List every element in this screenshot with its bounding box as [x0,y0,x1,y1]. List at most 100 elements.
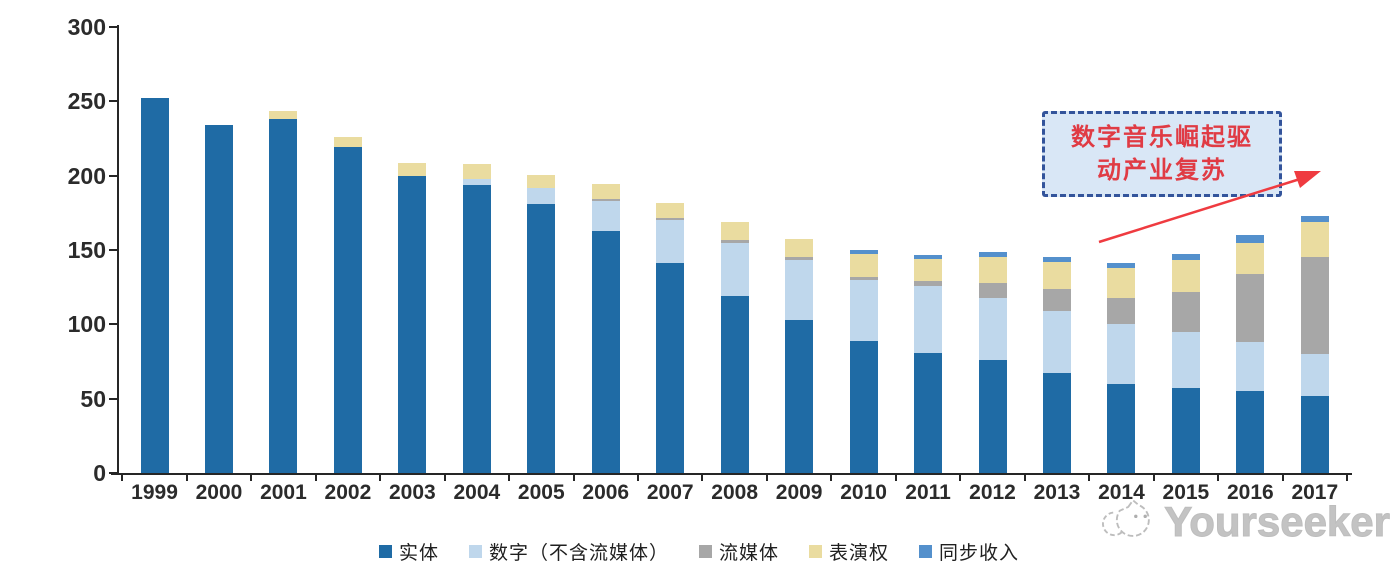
x-tick-label: 2009 [775,481,823,504]
bar-segment-digital-ex-streaming-2012 [978,297,1007,360]
bar-segment-performance-rights-2016 [1236,242,1265,274]
bar-segment-physical-2017 [1300,395,1329,473]
y-axis-line [117,25,119,475]
bar-segment-performance-rights-2010 [849,254,878,277]
bar-segment-digital-ex-streaming-2004 [462,178,491,185]
legend-label-streaming: 流媒体 [718,543,779,564]
bar-segment-digital-ex-streaming-2009 [785,260,814,320]
legend-label-performance-rights: 表演权 [829,543,890,564]
bar-segment-physical-2003 [398,175,427,473]
x-tick [185,473,188,481]
bar-segment-performance-rights-2006 [591,183,620,199]
legend-item-physical: 实体 [378,538,439,565]
bar-segment-physical-2013 [1042,373,1071,473]
bar-segment-sync-revenue-2017 [1300,215,1329,222]
x-tick [1217,473,1220,481]
y-tick-label: 250 [67,88,106,115]
x-tick-label: 2007 [646,481,694,504]
bar-segment-digital-ex-streaming-2006 [591,200,620,231]
x-tick-label: 2002 [324,481,372,504]
x-tick [379,473,382,481]
x-tick-label: 2017 [1291,481,1339,504]
x-tick-label: 1999 [131,481,178,504]
bar-segment-streaming-2011 [914,281,943,286]
bar-segment-performance-rights-2002 [333,137,362,148]
bar-segment-streaming-2006 [591,198,620,201]
bar-segment-streaming-2008 [720,240,749,243]
legend-item-performance-rights: 表演权 [809,538,889,565]
bar-segment-physical-2012 [978,360,1007,473]
bar-segment-digital-ex-streaming-2015 [1171,331,1200,389]
bar-segment-streaming-2013 [1042,288,1071,311]
y-tick [109,174,117,177]
bar-segment-digital-ex-streaming-2008 [720,242,749,297]
x-tick [314,473,317,481]
y-tick-label: 100 [67,311,106,338]
x-tick [508,473,511,481]
watermark-text: Yourseeker [1164,498,1391,546]
x-tick [636,473,639,481]
x-tick-label: 2004 [453,481,501,504]
bar-segment-performance-rights-2013 [1042,261,1071,289]
bar-segment-digital-ex-streaming-2014 [1107,324,1136,384]
bar-segment-digital-ex-streaming-2011 [914,285,943,353]
bar-segment-performance-rights-2014 [1107,267,1136,298]
bar-segment-performance-rights-2007 [656,203,685,219]
bar-segment-sync-revenue-2015 [1171,254,1200,261]
bar-segment-sync-revenue-2013 [1042,256,1071,262]
legend-item-sync-revenue: 同步收入 [919,538,1019,565]
bar-segment-physical-2004 [462,184,491,473]
y-tick-label: 0 [93,460,106,486]
bar-segment-streaming-2017 [1300,257,1329,355]
x-tick [959,473,962,481]
bar-segment-performance-rights-2017 [1300,221,1329,258]
bar-segment-performance-rights-2001 [269,110,298,120]
bar-segment-physical-2016 [1236,391,1265,473]
x-tick-label: 2005 [517,481,565,504]
bar-segment-streaming-2007 [656,218,685,221]
annotation-callout: 数字音乐崛起驱 动产业复苏 [1042,111,1282,197]
legend-swatch-digital-ex-streaming [468,545,482,558]
bar-segment-physical-2009 [785,319,814,473]
bar-segment-performance-rights-2003 [398,163,427,176]
bar-segment-physical-2010 [849,340,878,473]
bar-segment-physical-2005 [527,203,556,473]
watermark: Yourseeker [1100,494,1390,550]
bar-segment-streaming-2015 [1171,291,1200,332]
x-tick [121,473,124,481]
bar-segment-streaming-2012 [978,282,1007,298]
x-tick [765,473,768,481]
bar-segment-performance-rights-2012 [978,257,1007,283]
legend-swatch-sync-revenue [919,545,933,558]
bar-segment-streaming-2016 [1236,273,1265,343]
x-tick [1281,473,1284,481]
bar-segment-sync-revenue-2012 [978,252,1007,258]
x-axis-line [111,473,1352,475]
legend-swatch-physical [378,545,392,558]
bar-segment-physical-2006 [591,230,620,473]
legend: 实体 数字（不含流媒体） 流媒体 表演权 同步收入 [0,538,1398,565]
bar-segment-sync-revenue-2010 [849,249,878,255]
x-tick-label: 2008 [711,481,759,504]
x-tick [1023,473,1026,481]
bar-segment-performance-rights-2009 [785,238,814,258]
x-tick-label: 2015 [1162,481,1210,504]
y-tick-label: 200 [67,162,106,189]
y-tick [109,100,117,103]
bar-segment-physical-2015 [1171,388,1200,473]
bar-segment-performance-rights-2005 [527,174,556,188]
bar-segment-digital-ex-streaming-2010 [849,279,878,341]
bar-segment-streaming-2014 [1107,297,1136,325]
x-tick [701,473,704,481]
y-tick [109,248,117,251]
y-tick-label: 50 [80,385,106,412]
bar-segment-digital-ex-streaming-2007 [656,220,685,264]
bar-segment-physical-2000 [204,125,233,473]
bar-segment-performance-rights-2011 [914,258,943,282]
bar-segment-performance-rights-2015 [1171,260,1200,292]
legend-item-digital-ex-streaming: 数字（不含流媒体） [468,538,669,565]
x-tick-label: 2001 [260,481,307,504]
y-tick-label: 300 [67,13,106,40]
y-tick [109,397,117,400]
